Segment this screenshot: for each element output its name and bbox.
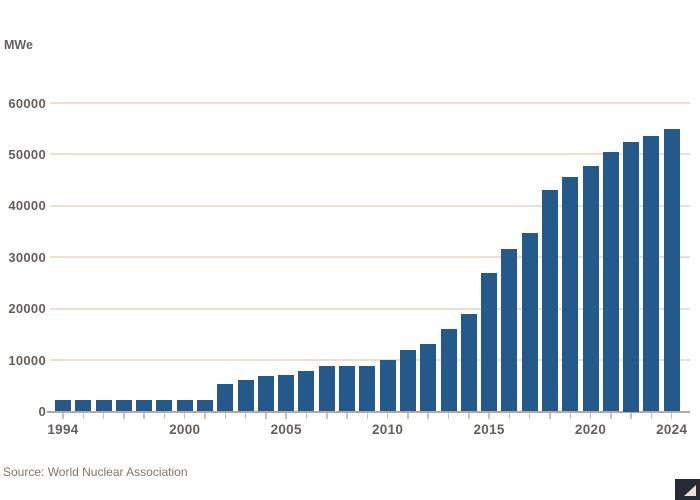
bar-2022 — [623, 141, 640, 412]
bar-2012 — [420, 343, 437, 412]
y-axis-label-20000: 20000 — [8, 301, 46, 317]
x-axis-label-2020: 2020 — [574, 421, 607, 437]
bar-2020 — [582, 166, 599, 412]
gridline-30000 — [50, 256, 690, 259]
gridline-10000 — [50, 359, 690, 362]
x-axis-tick-2002 — [224, 412, 227, 419]
x-axis-tick-1998 — [143, 412, 145, 419]
x-axis-label-2024: 2024 — [656, 421, 688, 437]
x-axis-tick-1997 — [123, 412, 125, 419]
gridline-40000 — [50, 204, 690, 207]
y-axis-label-30000: 30000 — [8, 249, 46, 265]
bar-1996 — [95, 400, 112, 412]
bar-1994 — [55, 400, 71, 412]
bar-2002 — [217, 383, 234, 412]
gridline-50000 — [50, 153, 690, 156]
x-axis-line — [47, 410, 690, 413]
x-axis-tick-2006 — [305, 412, 308, 419]
bar-2021 — [602, 152, 619, 412]
x-axis-tick-2000 — [183, 412, 186, 419]
bar-2008 — [339, 366, 356, 412]
bar-2016 — [501, 248, 518, 412]
bar-2004 — [257, 376, 274, 412]
x-axis-tick-2020 — [589, 412, 592, 419]
x-axis-label-1994: 1994 — [47, 421, 79, 437]
source-caption: Source: World Nuclear Association — [3, 465, 188, 479]
bar-2003 — [237, 379, 254, 412]
bar-2001 — [197, 400, 214, 412]
bar-2010 — [379, 360, 396, 412]
bar-1997 — [115, 400, 132, 412]
bar-2023 — [643, 136, 660, 412]
x-axis-tick-2011 — [407, 412, 409, 419]
x-axis-label-2010: 2010 — [372, 421, 404, 437]
x-axis-tick-2001 — [204, 412, 206, 419]
x-axis-tick-2012 — [427, 412, 429, 419]
x-axis-label-2005: 2005 — [270, 421, 302, 437]
x-axis-tick-2017 — [528, 412, 531, 419]
x-axis-tick-2024 — [670, 412, 673, 419]
x-axis-tick-2009 — [366, 412, 369, 419]
x-axis-tick-1995 — [82, 412, 85, 419]
ft-logo — [675, 479, 700, 500]
bar-2014 — [460, 313, 477, 412]
x-axis-label-2000: 2000 — [169, 421, 201, 437]
x-axis-tick-2016 — [508, 412, 511, 419]
y-axis-label-60000: 60000 — [8, 95, 46, 111]
x-axis-tick-2019 — [569, 412, 571, 419]
x-axis-tick-2008 — [346, 412, 348, 419]
x-axis-tick-1996 — [102, 412, 105, 419]
x-axis-tick-2007 — [326, 412, 328, 419]
x-axis-tick-2021 — [610, 412, 612, 419]
y-axis-label-50000: 50000 — [8, 146, 46, 162]
bar-2019 — [562, 177, 579, 412]
bar-2005 — [278, 374, 295, 412]
x-axis-tick-2004 — [265, 412, 267, 419]
x-axis-tick-2018 — [549, 412, 551, 419]
x-axis-tick-2022 — [630, 412, 632, 419]
x-axis-tick-1999 — [163, 412, 166, 419]
x-axis-label-2015: 2015 — [473, 421, 505, 437]
y-axis-label-10000: 10000 — [8, 352, 46, 368]
x-axis-tick-2005 — [285, 412, 287, 419]
gridline-60000 — [50, 102, 690, 104]
bar-2015 — [481, 272, 498, 412]
gridline-20000 — [50, 307, 690, 310]
x-axis-tick-2015 — [488, 412, 490, 419]
bar-2017 — [521, 232, 538, 412]
x-axis-tick-1994 — [62, 412, 64, 419]
x-axis-tick-2013 — [447, 412, 450, 419]
bar-2006 — [298, 371, 315, 412]
x-axis-tick-2010 — [386, 412, 389, 419]
bar-1998 — [136, 400, 153, 412]
bar-2013 — [440, 328, 457, 412]
x-axis-tick-2014 — [468, 412, 470, 419]
arrow-icon — [684, 485, 696, 496]
x-axis-tick-2023 — [650, 412, 653, 419]
x-axis-tick-2003 — [244, 412, 247, 419]
bar-2000 — [176, 400, 193, 412]
y-axis-label-40000: 40000 — [8, 198, 46, 214]
y-axis-label-0: 0 — [38, 404, 46, 419]
bar-1995 — [75, 400, 92, 412]
bar-1999 — [156, 400, 173, 412]
bar-2007 — [318, 366, 335, 412]
y-axis-unit-label: MWe — [4, 38, 33, 52]
bar-2024 — [663, 129, 680, 412]
bar-2018 — [541, 189, 558, 412]
bar-2009 — [359, 366, 376, 412]
bar-2011 — [399, 350, 416, 412]
